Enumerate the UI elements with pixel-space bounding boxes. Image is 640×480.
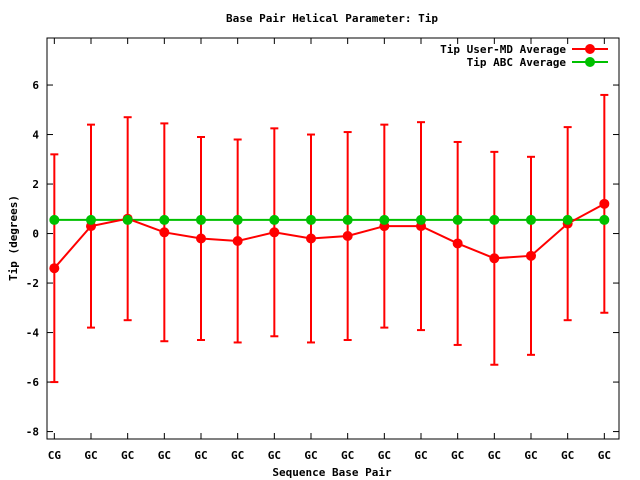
data-point-abc — [562, 214, 573, 225]
data-point-abc — [49, 214, 60, 225]
data-point-abc — [526, 214, 536, 225]
data-point-user-md — [159, 227, 170, 238]
x-tick-label: CG — [48, 449, 62, 462]
data-point-abc — [269, 214, 280, 225]
x-tick-label: GC — [488, 449, 501, 462]
x-tick-label: GC — [231, 449, 244, 462]
x-tick-label: GC — [341, 449, 354, 462]
data-point-abc — [489, 214, 500, 225]
x-tick-label: GC — [561, 449, 574, 462]
legend-marker — [585, 44, 595, 54]
y-tick-label: 0 — [32, 228, 39, 241]
y-axis: -8 -6 -4 -2 0 2 4 6 — [26, 79, 619, 439]
data-point-user-md — [599, 198, 610, 209]
series-user-md-line — [53, 202, 605, 269]
data-point-user-md — [306, 233, 316, 244]
x-tick-label: GC — [414, 449, 427, 462]
x-tick-label: GC — [451, 449, 464, 462]
y-tick-label: 6 — [32, 79, 39, 92]
plot-frame — [46, 37, 620, 440]
y-tick-label: 2 — [32, 178, 39, 191]
chart-title: Base Pair Helical Parameter: Tip — [226, 12, 438, 25]
series-user-md-errorbars — [50, 93, 609, 384]
x-tick-label: GC — [84, 449, 97, 462]
data-point-abc — [306, 214, 316, 225]
y-tick-label: -2 — [26, 277, 39, 290]
data-point-abc — [159, 214, 170, 225]
legend-label: Tip ABC Average — [467, 56, 567, 69]
y-tick-label: 4 — [32, 129, 39, 142]
data-point-abc — [379, 214, 390, 225]
y-tick-label: -4 — [26, 327, 40, 340]
data-point-user-md — [489, 253, 500, 264]
data-point-user-md — [49, 263, 60, 274]
x-axis-label: Sequence Base Pair — [272, 466, 392, 479]
x-tick-label: GC — [194, 449, 207, 462]
data-point-user-md — [526, 250, 536, 261]
x-tick-label: GC — [304, 449, 317, 462]
data-point-abc — [196, 214, 206, 225]
plot-area — [49, 93, 610, 384]
x-tick-label: GC — [598, 449, 611, 462]
y-axis-label: Tip (degrees) — [7, 195, 20, 281]
data-point-user-md — [196, 233, 206, 244]
data-point-abc — [342, 214, 353, 225]
data-point-abc — [599, 214, 610, 225]
data-point-user-md — [342, 231, 353, 242]
data-point-abc — [122, 214, 133, 225]
data-point-user-md — [269, 227, 280, 238]
data-point-abc — [232, 214, 243, 225]
legend-marker — [585, 57, 595, 67]
data-point-abc — [452, 214, 463, 225]
data-point-user-md — [232, 235, 243, 246]
data-point-abc — [416, 214, 426, 225]
x-tick-label: GC — [158, 449, 171, 462]
x-tick-label: GC — [378, 449, 391, 462]
x-tick-label: GC — [121, 449, 134, 462]
y-tick-label: -8 — [26, 426, 39, 439]
x-tick-label: GC — [268, 449, 281, 462]
y-tick-label: -6 — [26, 376, 40, 389]
x-tick-label: GC — [524, 449, 537, 462]
data-point-user-md — [452, 238, 463, 249]
data-point-abc — [86, 214, 96, 225]
x-axis: CG GC GC GC GC GC GC GC GC GC GC GC GC GC GC GC — [48, 38, 611, 462]
legend-label: Tip User-MD Average — [440, 43, 566, 56]
